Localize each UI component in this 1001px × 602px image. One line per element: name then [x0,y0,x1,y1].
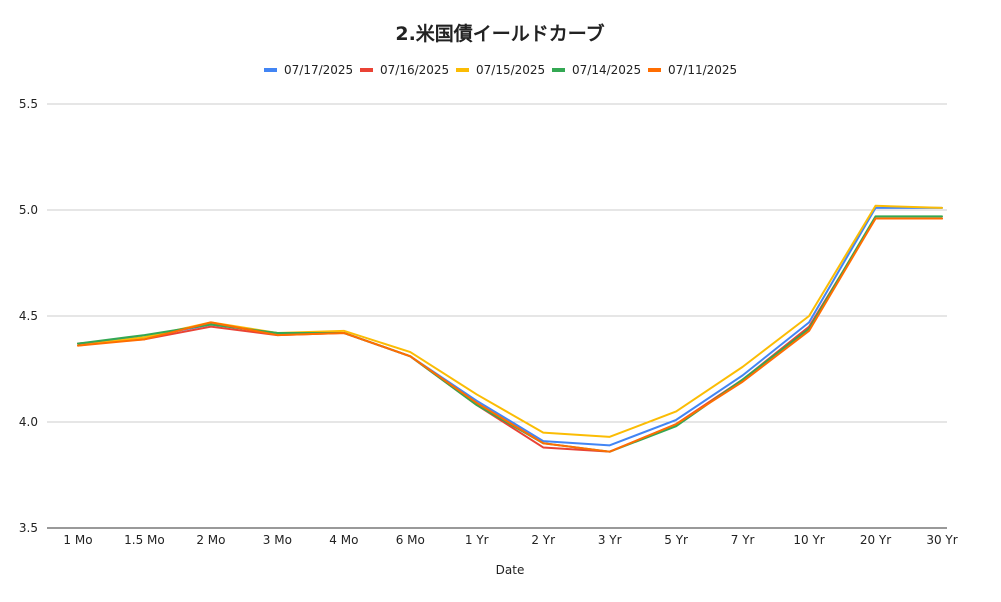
series-layer [77,204,943,453]
legend-label: 07/17/2025 [284,63,353,77]
x-tick-label: 2 Mo [196,533,225,547]
chart-title: 2.米国債イールドカーブ [395,22,604,45]
legend: 07/17/2025 07/16/2025 07/15/2025 07/14/2025… [264,63,737,77]
grid-lines [47,103,947,529]
legend-label: 07/15/2025 [476,63,545,77]
x-tick-label: 3 Mo [263,533,292,547]
legend-item: 07/11/2025 [648,63,737,77]
legend-label: 07/14/2025 [572,63,641,77]
y-tick-label: 5.5 [19,97,38,111]
x-tick-label: 1 Yr [465,533,489,547]
x-tick-label: 1 Mo [63,533,92,547]
x-tick-label: 10 Yr [793,533,824,547]
y-tick-label: 5.0 [19,203,38,217]
legend-swatch [552,68,565,72]
y-tick-label: 4.0 [19,415,38,429]
legend-swatch [456,68,469,72]
legend-item: 07/15/2025 [456,63,545,77]
x-tick-label: 3 Yr [598,533,622,547]
legend-label: 07/11/2025 [668,63,737,77]
legend-item: 07/17/2025 [264,63,353,77]
x-tick-label: 1.5 Mo [124,533,165,547]
y-tick-label: 4.5 [19,309,38,323]
x-tick-label: 2 Yr [531,533,555,547]
x-tick-label: 4 Mo [329,533,358,547]
legend-swatch [264,68,277,72]
x-tick-label: 30 Yr [926,533,957,547]
series-line [77,217,943,453]
legend-swatch [648,68,661,72]
x-axis-label: Date [496,563,525,577]
legend-swatch [360,68,373,72]
legend-item: 07/16/2025 [360,63,449,77]
x-tick-label: 20 Yr [860,533,891,547]
x-tick-label: 6 Mo [396,533,425,547]
x-tick-label: 7 Yr [731,533,755,547]
y-axis: 3.5 4.0 4.5 5.0 5.5 [19,97,38,535]
y-tick-label: 3.5 [19,521,38,535]
legend-label: 07/16/2025 [380,63,449,77]
legend-item: 07/14/2025 [552,63,641,77]
x-axis: 1 Mo 1.5 Mo 2 Mo 3 Mo 4 Mo 6 Mo 1 Yr 2 Yr 3 Yr 5 … [63,533,957,547]
x-tick-label: 5 Yr [664,533,688,547]
series-line [77,217,943,453]
